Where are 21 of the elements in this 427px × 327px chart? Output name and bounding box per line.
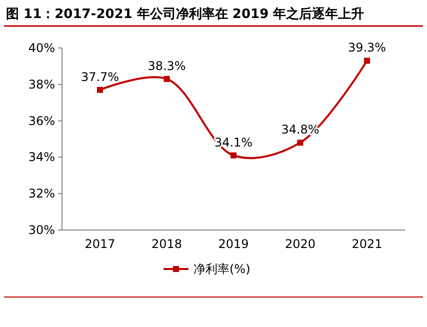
data-label: 38.3% (148, 58, 186, 73)
data-label: 37.7% (80, 70, 120, 84)
y-tick-label: 32% (28, 186, 55, 201)
legend-label: 净利率(%) (194, 262, 250, 276)
point (230, 152, 236, 158)
x-tick-label: 2018 (151, 237, 182, 251)
x-tick-label: 2020 (284, 237, 316, 251)
y-tick-label: 34% (28, 150, 55, 164)
y-tick-label: 30% (28, 223, 55, 237)
x-tick-label: 2017 (84, 237, 116, 251)
point (297, 140, 304, 146)
x-tick-label: 2021 (352, 237, 382, 251)
point (364, 58, 370, 64)
y-tick-label: 36% (28, 114, 55, 128)
y-tick-label: 40% (28, 41, 55, 55)
y-tick-label: 38% (28, 77, 55, 92)
point (97, 86, 103, 93)
point (164, 76, 170, 82)
chart-title: 图 11：2017-2021 年公司净利率在 2019 年之后逐年上升 (6, 6, 364, 22)
data-label: 39.3% (348, 40, 386, 55)
x-tick-label: 2019 (218, 237, 249, 251)
